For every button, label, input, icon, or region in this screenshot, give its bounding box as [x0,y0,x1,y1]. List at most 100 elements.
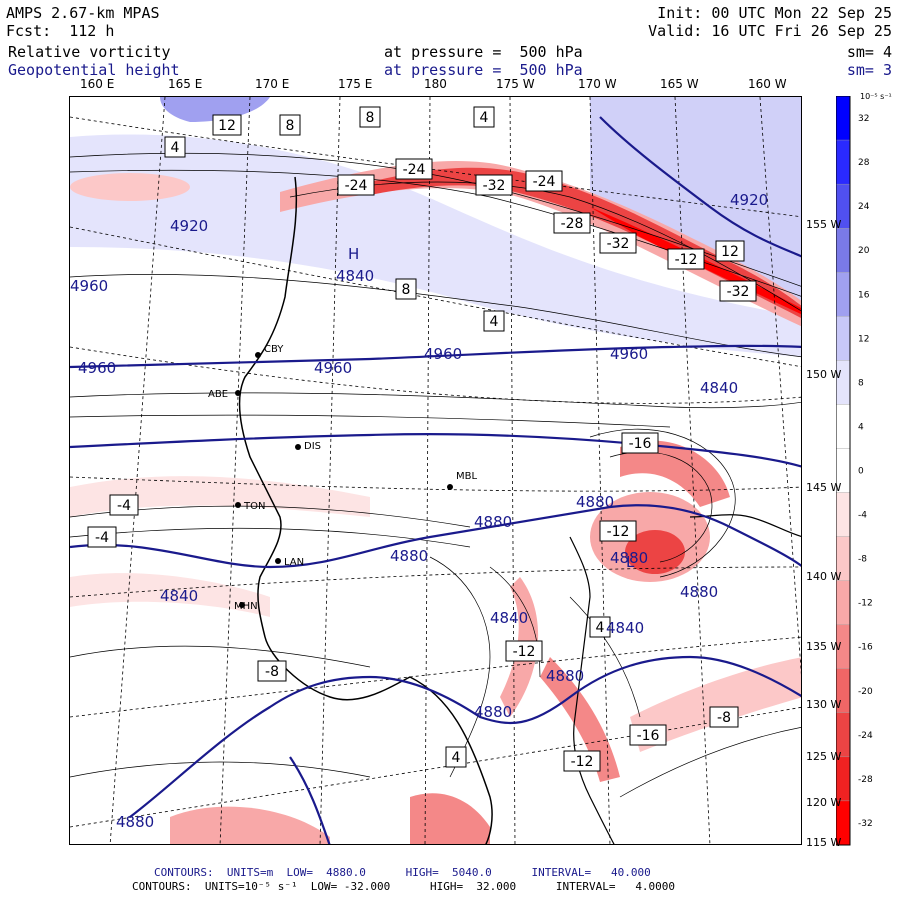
colorbar-tick-label: 24 [858,202,870,212]
station-label: CBY [264,344,284,355]
colorbar-cell [835,404,851,449]
lon-label: 170 W [578,77,617,91]
colorbar-tick-label: 16 [858,290,870,300]
vorticity-label: -12 [599,520,637,542]
lat-label: 140 W [806,570,842,583]
colorbar-cell [835,580,851,625]
low-center: L [626,553,635,571]
lat-label: 115 W [806,836,842,849]
negative-vorticity-patch [625,530,685,574]
colorbar-tick-label: -4 [858,511,867,521]
svg-text:-28: -28 [561,216,584,232]
colorbar-border [835,95,851,846]
colorbar-cell [835,316,851,361]
lon-label: 170 E [255,77,290,91]
colorbar-cell [835,360,851,405]
vorticity-label: 8 [395,278,417,300]
station-label: DIS [304,441,321,452]
colorbar-tick-label: -24 [858,731,873,741]
height-label: 4880 [390,547,428,565]
negative-vorticity-patch [70,476,370,517]
vorticity-label: -24 [337,174,375,196]
vorticity-label: -12 [563,750,601,772]
height-label: 4840 [336,267,374,285]
vorticity-label: 12 [715,240,745,262]
vorticity-label-group: 12 8 4 8 4 -24 -24 -32 -24 -28 -32 -12 -… [87,106,757,772]
height-label: 4840 [606,619,644,637]
height-label: 4880 [546,667,584,685]
lat-label: 150 W [806,368,842,381]
svg-text:4: 4 [171,140,180,156]
svg-text:-24: -24 [533,174,556,190]
colorbar-cell [835,492,851,537]
vorticity-label: -32 [475,174,513,196]
vorticity-label: 4 [473,106,495,128]
colorbar-tick-label: 12 [858,334,869,344]
station-label: MBL [456,471,477,482]
field1-smoothing: sm= 4 [846,43,892,61]
svg-text:8: 8 [402,282,411,298]
vorticity-label: 8 [359,106,381,128]
footer-height-contours: CONTOURS: UNITS=m LOW= 4880.0 HIGH= 5040… [154,866,651,879]
svg-text:-32: -32 [727,284,750,300]
height-label: 4920 [170,217,208,235]
svg-text:-12: -12 [571,754,594,770]
high-center: H [348,245,359,263]
svg-text:-32: -32 [483,178,506,194]
positive-vorticity-region [160,97,270,122]
station-marker [295,444,301,450]
lon-label: 175 W [496,77,535,91]
lon-label: 165 W [660,77,699,91]
colorbar-unit: 10⁻⁵ s⁻¹ [860,92,892,101]
colorbar-cell [835,228,851,273]
svg-text:4: 4 [480,110,489,126]
height-label: 4960 [424,345,462,363]
vorticity-label: 4 [445,746,467,768]
lat-label: 120 W [806,796,842,809]
colorbar-tick-label: -8 [858,555,867,565]
station-marker [235,390,241,396]
height-label: 4880 [474,703,512,721]
vorticity-label: -8 [709,706,739,728]
height-label: 4880 [680,583,718,601]
svg-text:-4: -4 [117,498,131,514]
negative-vorticity-patch [410,793,490,844]
lat-label: 135 W [806,640,842,653]
coastline [238,176,493,844]
height-label: 4960 [70,277,108,295]
colorbar-tick-label: 4 [858,422,864,432]
negative-vorticity-patch [70,173,190,201]
station-marker [275,558,281,564]
station-marker [235,502,241,508]
vorticity-label: -4 [109,494,139,516]
field1-name: Relative vorticity [8,43,171,61]
vorticity-label: 4 [483,310,505,332]
svg-text:8: 8 [366,110,375,126]
lon-label: 160 W [748,77,787,91]
positive-vorticity-region [70,134,801,357]
vorticity-label: -12 [505,640,543,662]
negative-vorticity-patch [70,573,270,617]
svg-text:-12: -12 [607,524,630,540]
coastline [569,536,615,844]
footer-vorticity-contours: CONTOURS: UNITS=10⁻⁵ s⁻¹ LOW= -32.000 HI… [132,880,676,893]
colorbar-cells [835,95,851,846]
init-time: Init: 00 UTC Mon 22 Sep 25 [657,4,892,22]
station-label: LAN [284,557,304,568]
vorticity-label: -24 [395,158,433,180]
lat-label: 145 W [806,481,842,494]
colorbar-cell [835,95,851,141]
station-marker [255,352,261,358]
svg-text:4: 4 [490,314,499,330]
colorbar-tick-label: -12 [858,599,873,609]
height-label: 4840 [700,379,738,397]
vorticity-label: -32 [599,232,637,254]
vorticity-label: -12 [667,248,705,270]
colorbar-tick-label: -20 [858,687,873,697]
station-label: MHN [234,601,258,612]
lon-label: 165 E [168,77,203,91]
vorticity-label: 4 [589,616,611,638]
station-marker [239,602,245,608]
height-label: 4880 [610,549,648,567]
colorbar-cell [835,756,851,802]
